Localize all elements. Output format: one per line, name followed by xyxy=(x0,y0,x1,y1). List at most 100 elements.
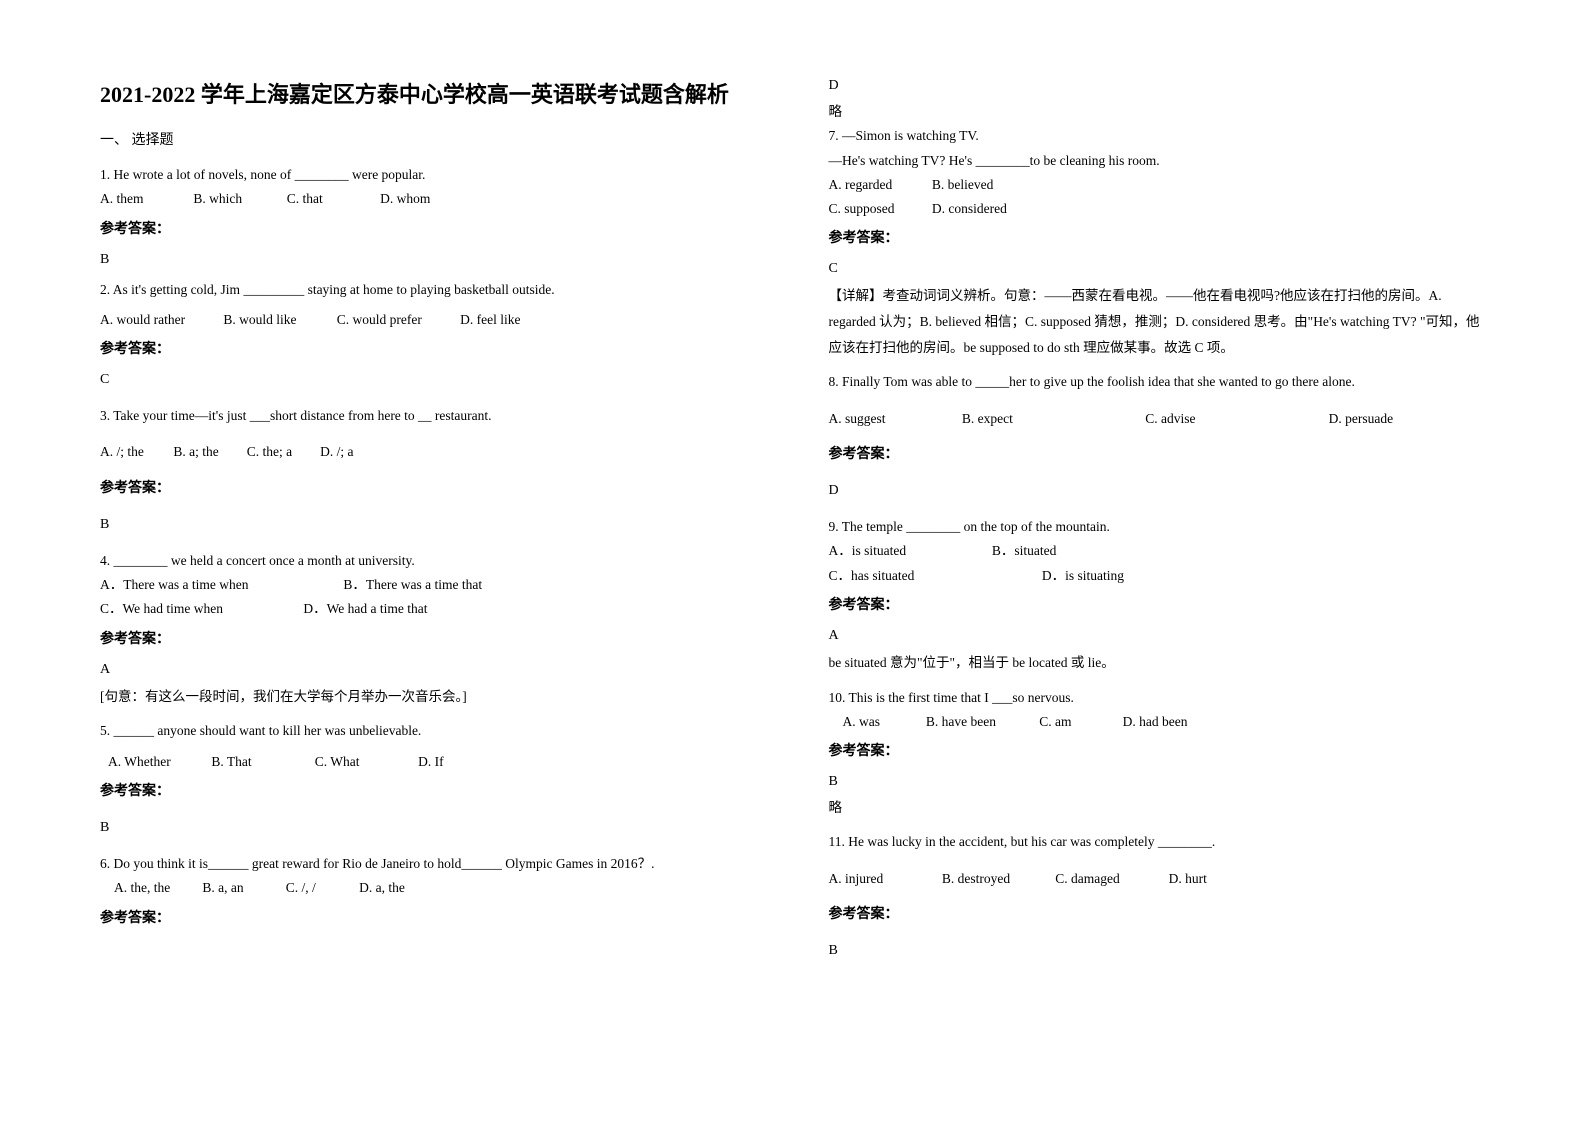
q1-answer-label: 参考答案： xyxy=(100,218,759,238)
q11-opt-a: A. injured xyxy=(829,867,939,891)
q9-opt-d: D．is situating xyxy=(1042,564,1124,588)
q8-options: A. suggest B. expect C. advise D. persua… xyxy=(829,407,1488,431)
q4-stem: 4. ________ we held a concert once a mon… xyxy=(100,549,759,573)
q3-opt-d: D. /; a xyxy=(320,440,353,464)
q4-opt-d: D．We had a time that xyxy=(303,597,427,621)
q8-opt-c: C. advise xyxy=(1145,407,1325,431)
q10-opt-d: D. had been xyxy=(1123,710,1188,734)
q11-opt-d: D. hurt xyxy=(1169,867,1207,891)
q5-options: A. Whether B. That C. What D. If xyxy=(100,750,759,774)
q9-opt-a: A．is situated xyxy=(829,539,989,563)
q10-stem: 10. This is the first time that I ___so … xyxy=(829,686,1488,710)
q3-stem: 3. Take your time—it's just ___short dis… xyxy=(100,404,759,428)
q7-options-row1: A. regarded B. believed xyxy=(829,173,1488,197)
q9-stem: 9. The temple ________ on the top of the… xyxy=(829,515,1488,539)
q8-opt-a: A. suggest xyxy=(829,407,959,431)
q3-opt-c: C. the; a xyxy=(247,440,317,464)
q11-opt-c: C. damaged xyxy=(1055,867,1165,891)
q7-answer: C xyxy=(829,261,1488,277)
q7-stem1: 7. —Simon is watching TV. xyxy=(829,124,1488,148)
q1-answer: B xyxy=(100,252,759,268)
q6-opt-a: A. the, the xyxy=(114,876,199,900)
q10-opt-a: A. was xyxy=(843,710,923,734)
right-column: D 略 7. —Simon is watching TV. —He's watc… xyxy=(829,78,1488,969)
q6-options: A. the, the B. a, an C. /, / D. a, the xyxy=(100,876,759,900)
q11-answer: B xyxy=(829,943,1488,959)
q3-answer-label: 参考答案： xyxy=(100,477,759,497)
question-3: 3. Take your time—it's just ___short dis… xyxy=(100,404,759,533)
q6-opt-c: C. /, / xyxy=(286,876,356,900)
question-5: 5. ______ anyone should want to kill her… xyxy=(100,719,759,836)
q5-answer-label: 参考答案： xyxy=(100,780,759,800)
q7-answer-label: 参考答案： xyxy=(829,227,1488,247)
q2-answer-label: 参考答案： xyxy=(100,338,759,358)
q2-opt-a: A. would rather xyxy=(100,308,220,332)
q5-opt-c: C. What xyxy=(315,750,415,774)
question-7: 7. —Simon is watching TV. —He's watching… xyxy=(829,124,1488,360)
q9-answer-label: 参考答案： xyxy=(829,594,1488,614)
doc-title: 2021-2022 学年上海嘉定区方泰中心学校高一英语联考试题含解析 xyxy=(100,78,759,111)
q7-explanation: 【详解】考查动词词义辨析。句意：——西蒙在看电视。——他在看电视吗?他应该在打扫… xyxy=(829,283,1488,360)
q2-options: A. would rather B. would like C. would p… xyxy=(100,308,759,332)
q5-answer: B xyxy=(100,820,759,836)
q2-opt-b: B. would like xyxy=(223,308,333,332)
q1-opt-a: A. them xyxy=(100,187,190,211)
q7-opt-a: A. regarded xyxy=(829,173,929,197)
left-column: 2021-2022 学年上海嘉定区方泰中心学校高一英语联考试题含解析 一、 选择… xyxy=(100,78,759,969)
q11-options: A. injured B. destroyed C. damaged D. hu… xyxy=(829,867,1488,891)
question-10: 10. This is the first time that I ___so … xyxy=(829,686,1488,821)
q1-stem: 1. He wrote a lot of novels, none of ___… xyxy=(100,163,759,187)
q6-answer-label: 参考答案： xyxy=(100,907,759,927)
question-4: 4. ________ we held a concert once a mon… xyxy=(100,549,759,710)
q5-opt-d: D. If xyxy=(418,750,444,774)
q5-stem: 5. ______ anyone should want to kill her… xyxy=(100,719,759,743)
q2-opt-c: C. would prefer xyxy=(337,308,457,332)
q8-opt-d: D. persuade xyxy=(1329,407,1393,431)
q8-opt-b: B. expect xyxy=(962,407,1142,431)
q9-options-row2: C．has situated D．is situating xyxy=(829,564,1488,588)
q6-omit: 略 xyxy=(829,100,1488,124)
question-8: 8. Finally Tom was able to _____her to g… xyxy=(829,370,1488,499)
q9-opt-b: B．situated xyxy=(992,539,1057,563)
q5-opt-a: A. Whether xyxy=(108,750,208,774)
question-2: 2. As it's getting cold, Jim _________ s… xyxy=(100,278,759,389)
q7-opt-d: D. considered xyxy=(932,197,1007,221)
q7-stem2: —He's watching TV? He's ________to be cl… xyxy=(829,149,1488,173)
q4-options-row1: A．There was a time when B．There was a ti… xyxy=(100,573,759,597)
q11-opt-b: B. destroyed xyxy=(942,867,1052,891)
q4-opt-b: B．There was a time that xyxy=(343,573,482,597)
q9-opt-c: C．has situated xyxy=(829,564,1039,588)
question-9: 9. The temple ________ on the top of the… xyxy=(829,515,1488,676)
q11-stem: 11. He was lucky in the accident, but hi… xyxy=(829,830,1488,854)
q2-opt-d: D. feel like xyxy=(460,308,520,332)
q6-stem: 6. Do you think it is______ great reward… xyxy=(100,852,759,876)
q8-answer-label: 参考答案： xyxy=(829,443,1488,463)
q9-options-row1: A．is situated B．situated xyxy=(829,539,1488,563)
q10-omit: 略 xyxy=(829,796,1488,820)
q10-answer-label: 参考答案： xyxy=(829,740,1488,760)
q6-opt-b: B. a, an xyxy=(202,876,282,900)
q9-answer: A xyxy=(829,628,1488,644)
q6-opt-d: D. a, the xyxy=(359,876,405,900)
q7-opt-c: C. supposed xyxy=(829,197,929,221)
q1-options: A. them B. which C. that D. whom xyxy=(100,187,759,211)
q4-opt-a: A．There was a time when xyxy=(100,573,340,597)
q4-answer-label: 参考答案： xyxy=(100,628,759,648)
q5-opt-b: B. That xyxy=(211,750,311,774)
q7-options-row2: C. supposed D. considered xyxy=(829,197,1488,221)
q4-opt-c: C．We had time when xyxy=(100,597,300,621)
page-container: 2021-2022 学年上海嘉定区方泰中心学校高一英语联考试题含解析 一、 选择… xyxy=(100,78,1487,969)
q4-answer: A xyxy=(100,662,759,678)
q2-stem: 2. As it's getting cold, Jim _________ s… xyxy=(100,278,759,302)
q3-opt-b: B. a; the xyxy=(173,440,243,464)
q4-explanation: [句意：有这么一段时间，我们在大学每个月举办一次音乐会。] xyxy=(100,684,759,710)
q7-opt-b: B. believed xyxy=(932,173,993,197)
q1-opt-d: D. whom xyxy=(380,187,430,211)
q10-options: A. was B. have been C. am D. had been xyxy=(829,710,1488,734)
q8-answer: D xyxy=(829,483,1488,499)
q10-opt-b: B. have been xyxy=(926,710,1036,734)
q2-answer: C xyxy=(100,372,759,388)
q10-opt-c: C. am xyxy=(1039,710,1119,734)
question-11: 11. He was lucky in the accident, but hi… xyxy=(829,830,1488,959)
q10-answer: B xyxy=(829,774,1488,790)
